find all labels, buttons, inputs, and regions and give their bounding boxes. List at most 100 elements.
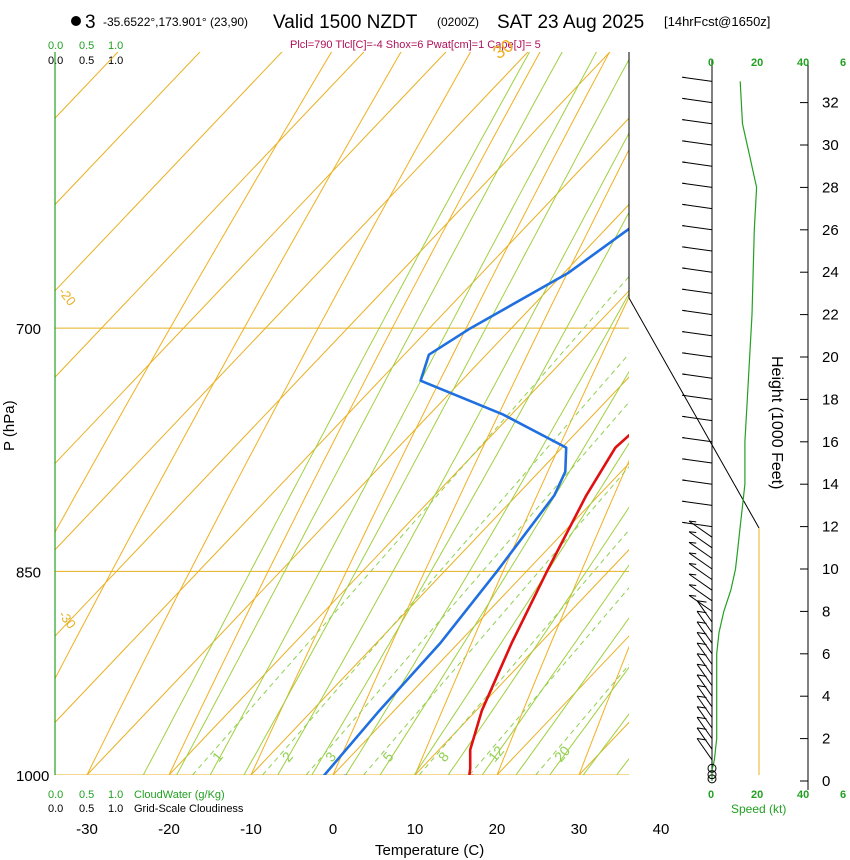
mixing-ratio-label: 20 [551, 742, 573, 764]
wind-speed-label: Speed (kt) [731, 802, 786, 816]
calm-wind-circle [707, 770, 717, 780]
wind-barb-staff [682, 415, 713, 422]
temperature-profile-line [468, 433, 629, 775]
isotherm-line [55, 52, 201, 206]
mixing-ratio-line [262, 353, 629, 775]
bottom-cloudwater-tick: 0.0 [48, 789, 63, 801]
header-utc: (0200Z) [437, 15, 479, 29]
moist-adiabat-line [413, 442, 629, 775]
bottom-cloudwater-tick: 0.5 [79, 789, 94, 801]
isotherm-line [603, 0, 850, 836]
wind-barb-staff [682, 161, 713, 167]
moist-adiabat-line [176, 52, 563, 775]
wind-barb [696, 600, 713, 623]
top-cloudiness-tick: 0.0 [48, 55, 63, 67]
wind-barb-staff [682, 76, 713, 82]
isotherm-label: -30 [56, 607, 79, 631]
wind-barb [707, 763, 717, 773]
isotherm-line [0, 0, 850, 836]
wind-barb-staff [696, 717, 713, 739]
top-cloudwater-tick: 1.0 [108, 40, 123, 52]
header-indices: Plcl=790 Tlcl[C]=-4 Shox=6 Pwat[cm]=1 Ca… [290, 39, 541, 51]
wind-barb [688, 552, 713, 570]
height-tick-label: 20 [822, 349, 839, 366]
wind-barb [682, 352, 713, 358]
height-tick-label: 14 [822, 476, 839, 493]
isotherm-line [0, 0, 850, 836]
wind-barb [682, 161, 713, 167]
height-tick-label: 26 [822, 222, 839, 239]
header-coords: -35.6522°,173.901° (23,90) [103, 15, 248, 29]
mixing-ratio-label: 8 [435, 748, 452, 764]
isotherm-line [332, 462, 629, 775]
wind-barb-staff [688, 573, 713, 591]
mixing-ratio-line [363, 466, 629, 775]
dry-adiabat-line [722, 0, 850, 836]
moist-adiabat-line [243, 58, 629, 775]
y-axis-label: P (hPa) [1, 400, 18, 451]
wind-barb-staff [696, 621, 713, 644]
wind-barb-staff [682, 479, 713, 485]
wind-barb [696, 738, 713, 761]
wind-barb [682, 331, 713, 337]
temperature-tick-label: -10 [240, 821, 262, 838]
wind-barb [688, 573, 713, 591]
temperature-tick-label: -20 [158, 821, 180, 838]
cloudwater-label: CloudWater (g/Kg) [134, 789, 225, 801]
wind-barb-staff [696, 706, 713, 729]
moist-adiabat-line [311, 211, 629, 775]
wind-barb-staff [682, 140, 713, 146]
height-tick-label: 30 [822, 137, 839, 154]
height-tick-label: 28 [822, 179, 839, 196]
isotherm-line [685, 0, 850, 836]
wind-barb-staff [688, 541, 713, 559]
height-tick-label: 10 [822, 561, 839, 578]
wind-barb-staff [696, 664, 713, 686]
wind-barb-staff [682, 437, 713, 443]
wind-barb-staff [696, 674, 713, 697]
dry-adiabat-line [86, 52, 472, 775]
wind-barb-staff [696, 653, 713, 676]
dry-adiabat-line [414, 295, 629, 775]
top-cloudwater-tick: 0.5 [79, 40, 94, 52]
dry-adiabat-line [805, 0, 850, 836]
wind-barb [707, 770, 717, 780]
moist-adiabat-line [379, 370, 629, 775]
axis-labels: 2503004005007008501000-30-20-10010203040… [16, 60, 839, 838]
mixing-ratio-label: 12 [485, 742, 507, 764]
bottom-cloudiness-tick: 0.5 [79, 803, 94, 815]
x-axis-label: Temperature (C) [375, 842, 484, 859]
moist-adiabat-line [603, 0, 850, 836]
wind-barb-staff [696, 738, 713, 761]
moist-adiabat-line [515, 617, 629, 775]
wind-barb-flag [689, 520, 697, 523]
moist-adiabat-line [209, 52, 598, 775]
top-cloud-scales: 0.0 0.5 1.0 0.0 0.5 1.0 [48, 40, 123, 67]
wind-barb-staff [682, 203, 713, 210]
mixing-ratio-line [192, 275, 629, 775]
height-tick-label: 24 [822, 264, 839, 281]
temperature-tick-label: -30 [76, 821, 98, 838]
wind-barb-staff [696, 695, 713, 718]
bottom-cloudiness-tick: 1.0 [108, 803, 123, 815]
wind-barb-staff [682, 225, 713, 231]
height-axis-label: Height (1000 Feet) [768, 356, 785, 489]
wind-panel [682, 76, 758, 784]
wind-barb [682, 140, 713, 146]
wind-barb-staff [682, 331, 713, 337]
moist-adiabat-line [481, 564, 629, 775]
wind-barb-staff [682, 500, 713, 506]
wind-barb-staff [682, 309, 713, 316]
wind-barb [682, 182, 713, 188]
isotherm-line [55, 52, 365, 378]
wind-barb-staff [682, 182, 713, 188]
wind-top-tick: 40 [797, 57, 809, 69]
wind-barb [682, 203, 713, 210]
isotherm-line [55, 52, 447, 465]
wind-barb [688, 541, 713, 559]
isotherm-line [0, 0, 850, 836]
height-tick-label: 16 [822, 434, 839, 451]
header-valid: Valid 1500 NZDT [273, 12, 418, 33]
bottom-cloudiness-tick: 0.0 [48, 803, 63, 815]
dry-adiabat-line [250, 52, 611, 775]
